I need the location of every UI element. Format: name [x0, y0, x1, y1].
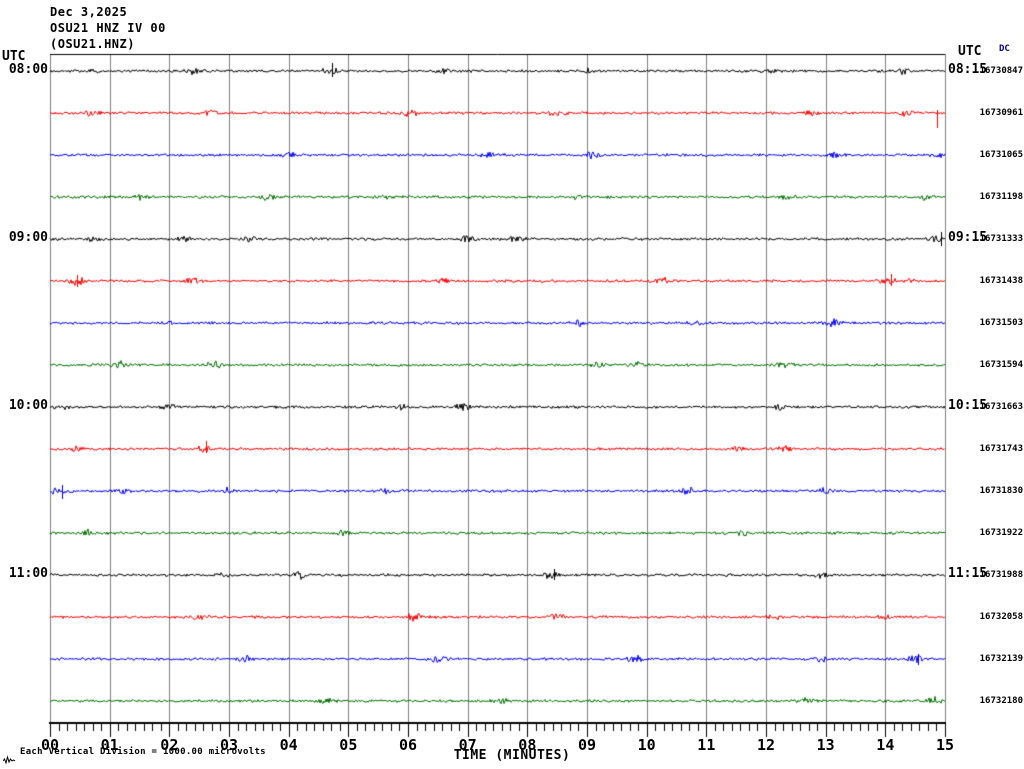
x-tick-label: 13: [816, 736, 835, 754]
x-tick-label: 06: [398, 736, 418, 754]
dc-value: 16730961: [979, 108, 1023, 118]
left-hour-label: 11:00: [8, 566, 48, 581]
right-utc-header: UTC: [958, 44, 982, 59]
title-date: Dec 3,2025: [50, 5, 128, 19]
dc-value: 16731988: [979, 570, 1023, 580]
x-tick-label: 09: [577, 736, 597, 754]
right-hour-label: 08:15: [948, 62, 988, 77]
left-hour-label: 09:00: [8, 230, 48, 245]
x-tick-label: 01: [100, 736, 119, 754]
right-hour-label: 11:15: [948, 566, 988, 581]
dc-value: 16731922: [979, 528, 1023, 538]
left-hour-label: 08:00: [8, 62, 48, 77]
dc-value: 16731438: [979, 276, 1023, 286]
scale-note: Each Vertical Division = 1000.00 microvo…: [20, 747, 266, 757]
x-tick-label: 11: [697, 736, 716, 754]
dc-value: 16732058: [979, 612, 1023, 622]
waveform-icon: [2, 750, 16, 769]
dc-value: 16732180: [979, 696, 1023, 706]
right-hour-label: 09:15: [948, 230, 988, 245]
x-tick-label: 10: [637, 736, 656, 754]
dc-value: 16731333: [979, 234, 1023, 244]
x-tick-label: 00: [40, 736, 60, 754]
dc-header: DC: [999, 44, 1010, 54]
x-tick-label: 02: [160, 736, 179, 754]
x-tick-label: 12: [756, 736, 776, 754]
dc-value: 16731743: [979, 444, 1023, 454]
dc-value: 16730847: [979, 66, 1023, 76]
left-hour-label: 10:00: [8, 398, 48, 413]
dc-value: 16731663: [979, 402, 1023, 412]
right-hour-label: 10:15: [948, 398, 988, 413]
x-tick-label: 03: [219, 736, 239, 754]
title-station: OSU21 HNZ IV 00: [50, 21, 166, 35]
left-utc-header: UTC: [2, 49, 26, 64]
x-axis-title: TIME (MINUTES): [453, 748, 571, 763]
dc-value: 16731594: [979, 360, 1023, 370]
x-tick-label: 15: [935, 736, 955, 754]
dc-value: 16731503: [979, 318, 1023, 328]
x-tick-label: 07: [458, 736, 477, 754]
dc-value: 16731065: [979, 150, 1023, 160]
dc-value: 16731830: [979, 486, 1023, 496]
x-tick-label: 14: [876, 736, 895, 754]
x-tick-label: 08: [518, 736, 537, 754]
x-tick-label: 05: [339, 736, 358, 754]
dc-value: 16731198: [979, 192, 1023, 202]
dc-value: 16732139: [979, 654, 1023, 664]
x-tick-label: 04: [279, 736, 298, 754]
title-channel: (OSU21.HNZ): [50, 37, 135, 51]
